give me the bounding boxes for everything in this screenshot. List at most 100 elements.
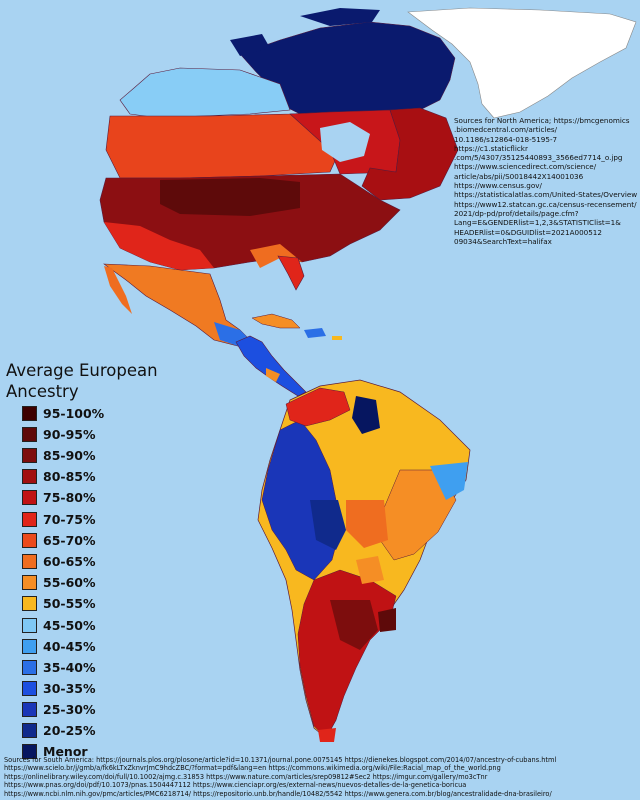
source-line: https://statisticalatlas.com/United-Stat… [454,190,638,200]
source-line: Sources for North America; https://bmcge… [454,116,630,125]
bolivia-dark [310,500,346,550]
legend-item: 85-90% [22,446,96,464]
usa-southwest [104,222,214,270]
brazil-northeast [430,462,468,500]
southern-cone [297,569,397,739]
tierra-del-fuego [318,728,336,742]
arctic-island-1 [300,8,380,26]
legend-swatch [22,553,37,569]
legend-label: 20-25% [43,722,96,738]
legend-title-line-1: Average European [6,361,158,380]
legend-title-line-2: Ancestry [6,382,79,401]
source-line: 09034&SearchText=halifax [454,236,552,246]
legend-swatch [22,680,37,696]
legend-label: 45-50% [43,617,96,633]
legend-swatch [22,722,37,738]
usa-midwest [160,178,300,216]
legend-item: 70-75% [22,510,96,528]
legend-swatch [22,574,37,590]
legend-item: 55-60% [22,573,96,591]
puerto-rico [332,336,342,340]
south-america-sources: Sources for South America: https://journ… [4,756,638,798]
source-line: .com/5/4307/35125440893_3566ed7714_o.jpg [454,153,623,163]
argentina-central [330,600,378,650]
legend-item: 90-95% [22,425,96,443]
legend-label: 50-55% [43,595,96,611]
source-line: Lang=E&GENDERlist=1,2,3&STATISTIClist=1& [454,218,621,228]
paraguay [356,556,384,584]
florida [277,255,305,291]
legend-label: 95-100% [43,405,105,421]
legend-label: Menor [43,743,88,759]
cuba [251,313,301,329]
legend-label: 35-40% [43,659,96,675]
legend-item: 50-55% [22,594,96,612]
legend-label: 70-75% [43,511,96,527]
legend-label: 90-95% [43,426,96,442]
source-line: 2021/dp-pd/prof/details/page.cfm? [454,208,579,218]
brazil-central [346,500,388,548]
legend-item: 25-30% [22,700,96,718]
legend-item: Menor [22,742,88,760]
legend-swatch [22,743,37,759]
source-line: 10.1186/s12864-018-5195-7 [454,134,558,144]
greenland [407,7,637,119]
alaska [119,67,291,119]
legend-label: 80-85% [43,468,96,484]
legend-item: 95-100% [22,404,104,422]
legend-swatch [22,405,37,421]
legend-swatch [22,447,37,463]
guiana-dark [352,396,380,434]
legend-swatch [22,426,37,442]
source-line: article/abs/pii/S0018442X14001036 [454,171,584,181]
legend-label: 55-60% [43,574,96,590]
legend-swatch [22,617,37,633]
baja-california [104,266,132,314]
source-line: https://www.scielo.br/j/gmb/a/fk6kLTxZkn… [4,764,501,773]
legend-item: 40-45% [22,637,96,655]
legend-swatch [22,532,37,548]
hudson-bay [320,122,370,162]
legend-item: 45-50% [22,616,96,634]
source-line: https://www12.statcan.gc.ca/census-recen… [454,199,637,209]
source-line: https://c1.staticflickr [454,143,528,153]
source-line: .biomedcentral.com/articles/ [454,125,558,135]
legend-swatch [22,489,37,505]
legend-item: 60-65% [22,552,96,570]
uruguay [378,608,396,632]
costa-rica [266,368,280,382]
legend-swatch [22,638,37,654]
legend-label: 75-80% [43,489,96,505]
source-line: https://www.census.gov/ [454,181,542,191]
source-line: https://onlinelibrary.wiley.com/doi/full… [4,772,488,781]
legend-title: Average European Ancestry [6,360,176,402]
legend-item: 35-40% [22,658,96,676]
legend-swatch [22,701,37,717]
source-line: HEADERlist=0&DGUIDlist=2021A000512 [454,227,602,237]
source-line: https://www.pnas.org/doi/pdf/10.1073/pna… [4,781,467,790]
legend-label: 60-65% [43,553,96,569]
canada-east [361,107,459,201]
north-america-sources: Sources for North America; https://bmcge… [454,116,638,246]
hispaniola [304,328,326,338]
legend-item: 75-80% [22,488,96,506]
legend-label: 85-90% [43,447,96,463]
legend-item: 20-25% [22,721,96,739]
central-america [235,335,307,397]
source-line: Sources for South America: https://journ… [4,756,557,764]
canada-west [105,111,341,179]
legend-label: 40-45% [43,638,96,654]
legend-item: 30-35% [22,679,96,697]
legend-swatch [22,595,37,611]
legend-label: 65-70% [43,532,96,548]
source-line: https://www.ncbi.nlm.nih.gov/pmc/article… [4,789,552,798]
arctic-island-2 [230,34,270,56]
legend-item: 80-85% [22,467,96,485]
source-line: https://www.sciencedirect.com/science/ [454,162,597,172]
legend-swatch [22,468,37,484]
legend-swatch [22,511,37,527]
usa-southeast [250,244,302,268]
legend-label: 25-30% [43,701,96,717]
legend-swatch [22,659,37,675]
